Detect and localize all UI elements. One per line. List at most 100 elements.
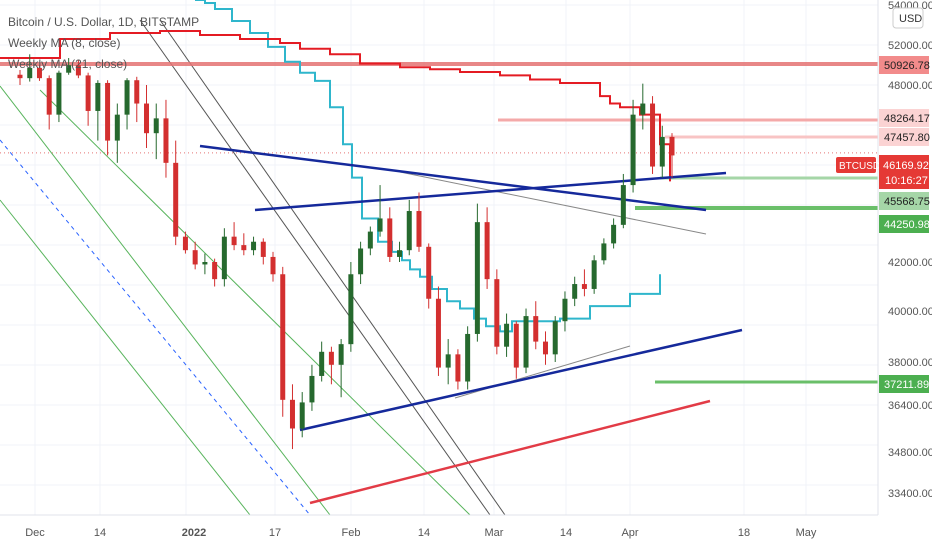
candle-body	[75, 65, 81, 76]
price-tick-label: 52000.00	[888, 40, 932, 52]
channel-green-mid	[39, 89, 471, 516]
candle-body	[435, 298, 441, 368]
price-axis-background	[878, 0, 932, 550]
candle-body	[601, 243, 607, 261]
time-tick-label: 14	[94, 527, 106, 539]
ma-slow-line	[0, 30, 671, 182]
time-tick-label: 2022	[182, 527, 206, 539]
candle-body	[231, 236, 237, 246]
candle-body	[153, 118, 159, 134]
candle-body	[95, 82, 101, 111]
candle-body	[397, 250, 403, 257]
price-tick-label: 36400.00	[888, 400, 932, 412]
candle-body	[533, 316, 539, 342]
candle-body	[27, 67, 33, 79]
price-tick-label: 40000.00	[888, 306, 932, 318]
time-tick-label: 18	[738, 527, 750, 539]
candle-body	[66, 65, 72, 73]
candle-body	[202, 262, 208, 265]
candle-body	[46, 78, 52, 115]
candle-body	[552, 321, 558, 355]
time-tick-label: 14	[418, 527, 430, 539]
candle-body	[144, 103, 150, 134]
candle-body	[620, 185, 626, 225]
candle-body	[542, 341, 548, 355]
candle-body	[328, 351, 334, 365]
chart-legend: Bitcoin / U.S. Dollar, 1D, BITSTAMP Week…	[8, 12, 199, 75]
candle-body	[445, 354, 451, 368]
candle-body	[163, 118, 169, 163]
candle-body	[572, 284, 578, 299]
legend-ma-slow[interactable]: Weekly MA (21, close)	[8, 57, 128, 71]
price-label-box	[879, 128, 929, 146]
channel-green-lower	[0, 199, 251, 516]
candle-body	[173, 162, 179, 237]
price-label-text: 44250.98	[884, 219, 930, 231]
candle-body	[504, 323, 510, 347]
candle-body	[513, 323, 519, 368]
price-tick-label: 34800.00	[888, 447, 932, 459]
price-label-text: 45568.75	[884, 196, 930, 208]
symbol-title[interactable]: Bitcoin / U.S. Dollar, 1D, BITSTAMP	[8, 15, 200, 29]
candle-body	[659, 136, 665, 167]
symbol-tag-text: BTCUSD	[839, 161, 880, 172]
grey-trendline-b	[159, 19, 506, 516]
price-label-text: 50926.78	[884, 60, 930, 72]
legend-ma-fast[interactable]: Weekly MA (8, close)	[8, 36, 121, 50]
price-label-text: 47457.80	[884, 132, 930, 144]
grey-trendline-c	[399, 171, 707, 235]
time-tick-label: 17	[269, 527, 281, 539]
candle-body	[426, 246, 432, 299]
price-label-box	[879, 215, 929, 233]
candle-body	[280, 274, 286, 400]
candle-body	[36, 67, 42, 79]
price-label-text: 48264.17	[884, 113, 930, 125]
candle-body	[465, 333, 471, 382]
candle-body	[611, 224, 617, 244]
candle-body	[270, 256, 276, 275]
time-tick-label: Apr	[621, 527, 638, 539]
candle-body	[289, 399, 295, 429]
currency-label: USD	[899, 13, 922, 25]
channel-green-upper	[0, 85, 331, 516]
candle-body	[299, 402, 305, 429]
time-axis-background	[0, 515, 932, 550]
trendline-blue-rising	[254, 171, 727, 212]
candle-body	[221, 236, 227, 280]
price-label-box	[879, 192, 929, 210]
candle-body	[241, 245, 247, 251]
candle-body	[406, 211, 412, 251]
trendline-blue-support	[299, 328, 743, 432]
price-label-box	[879, 109, 929, 127]
channel-blue-dashed	[0, 139, 311, 516]
candle-body	[192, 250, 198, 265]
price-tick-label: 42000.00	[888, 257, 932, 269]
candle-body	[114, 114, 120, 141]
price-label-box	[879, 56, 929, 74]
time-tick-label: Feb	[342, 527, 361, 539]
candle-body	[212, 262, 218, 280]
candle-body	[387, 218, 393, 257]
candle-body	[309, 375, 315, 403]
time-tick-label: May	[796, 527, 817, 539]
candle-body	[251, 241, 257, 251]
candle-body	[640, 103, 646, 115]
candle-body	[494, 279, 500, 347]
candle-body	[591, 260, 597, 289]
candle-body	[124, 80, 130, 115]
candle-body	[348, 274, 354, 345]
candle-body	[562, 298, 568, 322]
candle-body	[416, 211, 422, 247]
candle-body	[358, 248, 364, 275]
price-tick-label: 33400.00	[888, 488, 932, 500]
time-tick-label: Dec	[25, 527, 45, 539]
time-tick-label: 14	[560, 527, 572, 539]
candle-body	[134, 80, 140, 104]
price-label-text: 37211.89	[884, 379, 929, 391]
candle-body	[56, 72, 62, 115]
candle-body	[455, 354, 461, 382]
candle-body	[630, 114, 636, 186]
time-tick-label: Mar	[485, 527, 504, 539]
